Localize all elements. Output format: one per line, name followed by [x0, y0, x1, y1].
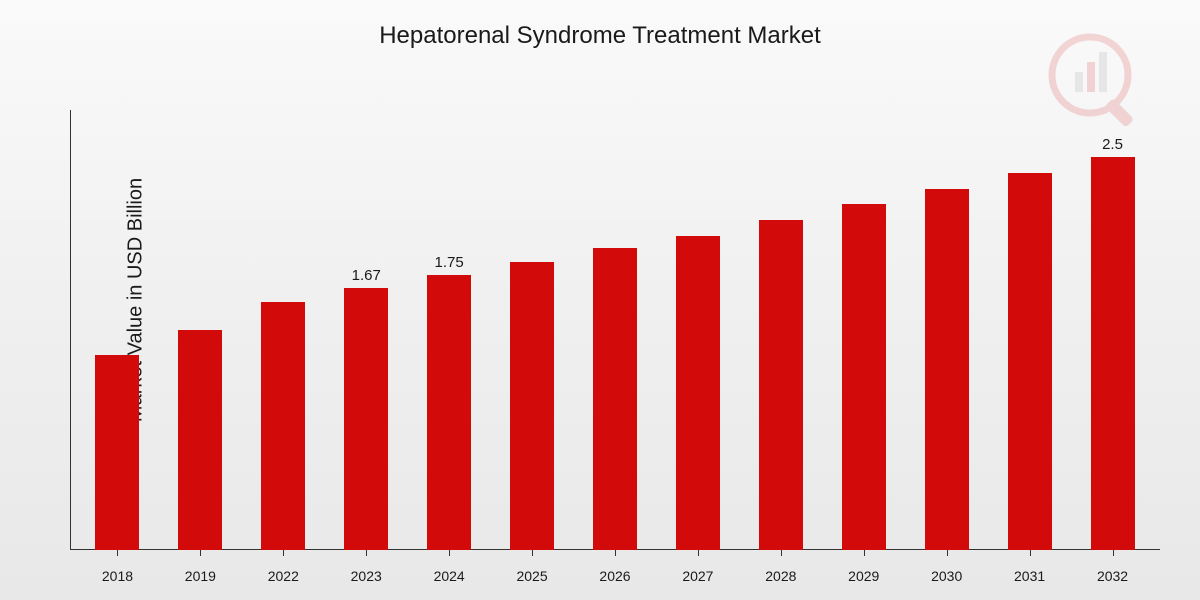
x-tick — [117, 550, 118, 556]
bar-rect — [842, 204, 886, 550]
x-tick-label: 2027 — [656, 568, 739, 584]
bar-rect — [178, 330, 222, 550]
x-tick-label: 2022 — [242, 568, 325, 584]
x-tick — [1113, 550, 1114, 556]
x-tick — [449, 550, 450, 556]
x-tick-label: 2030 — [905, 568, 988, 584]
bars-container: 1.67 1.75 2.5 — [70, 110, 1160, 550]
x-tick-label: 2024 — [408, 568, 491, 584]
bar-slot — [242, 110, 325, 550]
chart-title: Hepatorenal Syndrome Treatment Market — [379, 22, 821, 50]
bar-slot: 1.67 — [325, 110, 408, 550]
x-tick-label: 2029 — [822, 568, 905, 584]
bar-rect — [925, 189, 969, 550]
bar-rect — [759, 220, 803, 550]
bar-slot — [159, 110, 242, 550]
x-tick-label: 2031 — [988, 568, 1071, 584]
x-axis-labels: 2018201920222023202420252026202720282029… — [70, 568, 1160, 584]
x-tick — [864, 550, 865, 556]
bar-slot — [656, 110, 739, 550]
bar-rect — [1008, 173, 1052, 550]
bar-slot — [905, 110, 988, 550]
x-tick-label: 2028 — [739, 568, 822, 584]
bar-slot — [822, 110, 905, 550]
x-tick — [532, 550, 533, 556]
x-tick-label: 2032 — [1071, 568, 1154, 584]
x-tick — [615, 550, 616, 556]
bar-rect — [510, 262, 554, 550]
bar-slot — [739, 110, 822, 550]
x-tick — [1030, 550, 1031, 556]
x-tick — [200, 550, 201, 556]
bar-rect — [95, 355, 139, 550]
plot-area: 1.67 1.75 2.5 — [70, 110, 1160, 550]
x-tick — [947, 550, 948, 556]
bar-value-label: 1.67 — [352, 267, 381, 284]
x-tick-label: 2026 — [574, 568, 657, 584]
x-tick-label: 2025 — [491, 568, 574, 584]
x-tick — [781, 550, 782, 556]
x-tick-label: 2018 — [76, 568, 159, 584]
x-tick — [698, 550, 699, 556]
x-tick-label: 2019 — [159, 568, 242, 584]
x-tick-label: 2023 — [325, 568, 408, 584]
x-tick — [366, 550, 367, 556]
bar-value-label: 1.75 — [435, 254, 464, 271]
bar-slot — [491, 110, 574, 550]
bar-slot: 2.5 — [1071, 110, 1154, 550]
bar-rect — [261, 302, 305, 550]
bar-rect — [676, 236, 720, 550]
bar-slot — [76, 110, 159, 550]
x-tick — [283, 550, 284, 556]
bar-value-label: 2.5 — [1102, 136, 1123, 153]
bar-slot — [574, 110, 657, 550]
bar-slot — [988, 110, 1071, 550]
bar-rect — [1091, 157, 1135, 550]
bar-rect — [344, 288, 388, 550]
bar-rect — [593, 248, 637, 550]
bar-slot: 1.75 — [408, 110, 491, 550]
bar-rect — [427, 275, 471, 550]
